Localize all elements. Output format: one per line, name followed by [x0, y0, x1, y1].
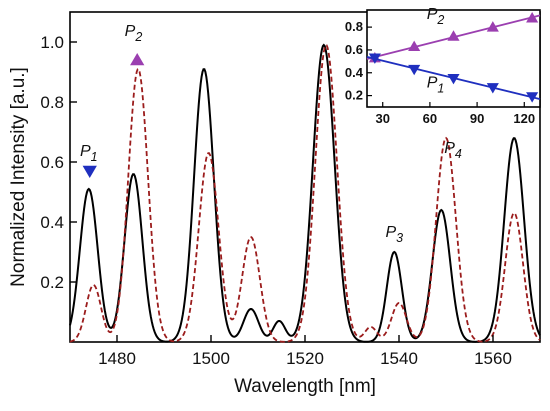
inset-point-p2 — [408, 40, 421, 51]
inset-plot-frame — [366, 9, 541, 108]
inset-point-p2 — [526, 12, 539, 23]
inset-y-tick-label: 0.2 — [345, 88, 363, 103]
peak-label-p2: P2 — [125, 23, 143, 44]
x-axis-label: Wavelength [nm] — [234, 376, 376, 397]
inset-label-p2: P2 — [427, 6, 445, 27]
solid-spectrum-line — [69, 43, 541, 343]
inset-x-tick-label: 60 — [423, 111, 437, 126]
x-tick-label: 1560 — [474, 349, 512, 368]
inset-y-tick-label: 0.8 — [345, 19, 363, 34]
peak-marker-p2 — [130, 52, 145, 66]
inset-point-p1 — [486, 83, 499, 94]
y-tick-label: 0.2 — [40, 273, 64, 292]
inset-point-p1 — [526, 92, 539, 103]
inset-point-p2 — [447, 30, 460, 41]
peak-marker-p1 — [82, 165, 97, 179]
inset-point-p1 — [408, 64, 421, 76]
x-tick-label: 1540 — [380, 349, 418, 368]
inset-x-tick-label: 30 — [375, 111, 389, 126]
inset-labels: P2 P1 — [427, 6, 445, 95]
y-tick-label: 0.4 — [40, 213, 64, 232]
inset-plot: 30 60 90 120 0.2 0.4 0.6 0.8 P2 P1 — [345, 6, 541, 126]
y-tick-label: 0.8 — [40, 93, 64, 112]
main-annotations: P1 P2 P3 P4 — [80, 23, 462, 245]
inset-label-p1: P1 — [427, 75, 445, 96]
x-tick-label: 1520 — [286, 349, 324, 368]
x-tick-label: 1500 — [192, 349, 230, 368]
inset-y-axis: 0.2 0.4 0.6 0.8 — [345, 19, 372, 103]
inset-x-axis: 30 60 90 120 — [375, 102, 535, 126]
inset-point-p1 — [447, 74, 460, 85]
inset-y-tick-label: 0.4 — [345, 65, 364, 80]
y-tick-label: 0.6 — [40, 153, 64, 172]
inset-series-group — [366, 12, 541, 103]
main-series-group — [69, 43, 541, 343]
dashed-spectrum-line — [69, 44, 541, 343]
main-y-axis: 0.2 0.4 0.6 0.8 1.0 — [40, 33, 77, 292]
peak-label-p1: P1 — [80, 143, 98, 164]
main-plot: 1480 1500 1520 1540 1560 0.20.40.60.81.0 P1P… — [40, 11, 541, 368]
inset-x-tick-label: 90 — [470, 111, 484, 126]
y-axis-label: Normalized Intensity [a.u.] — [8, 67, 29, 287]
main-x-axis: 1480 1500 1520 1540 1560 — [98, 335, 512, 368]
inset-y-tick-label: 0.6 — [345, 42, 363, 57]
peak-label-p3: P3 — [385, 224, 403, 245]
y-tick-label: 1.0 — [40, 33, 64, 52]
inset-x-tick-label: 120 — [513, 111, 535, 126]
inset-point-p2 — [486, 21, 499, 32]
peak-label-p4: P4 — [444, 140, 462, 161]
inset-point-p1 — [368, 53, 381, 64]
x-tick-label: 1480 — [98, 349, 136, 368]
